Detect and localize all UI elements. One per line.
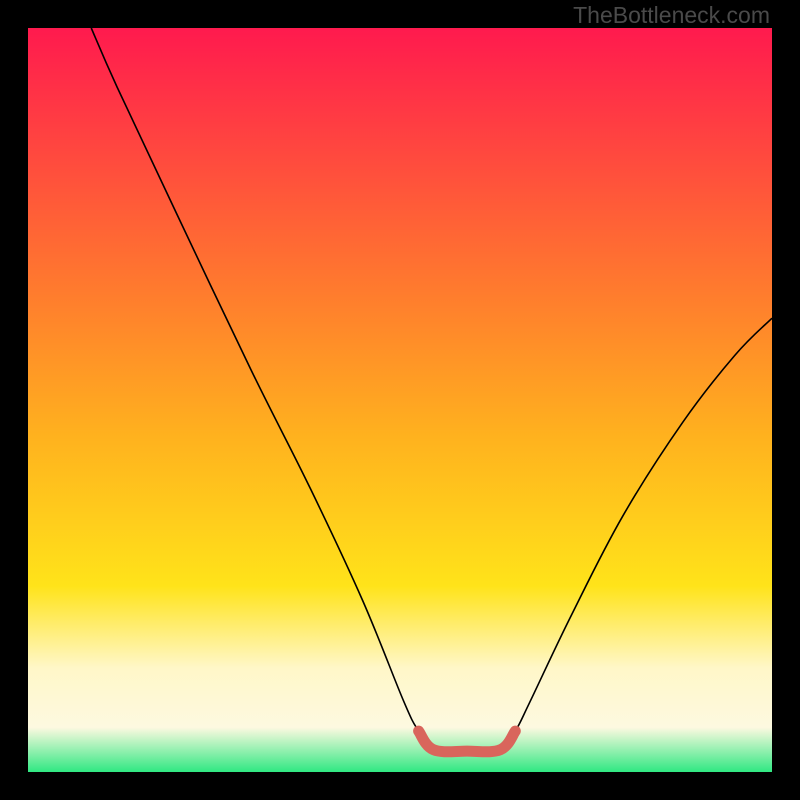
- plot-area: [28, 28, 772, 772]
- attribution-text: TheBottleneck.com: [573, 2, 770, 29]
- chart-frame: TheBottleneck.com: [0, 0, 800, 800]
